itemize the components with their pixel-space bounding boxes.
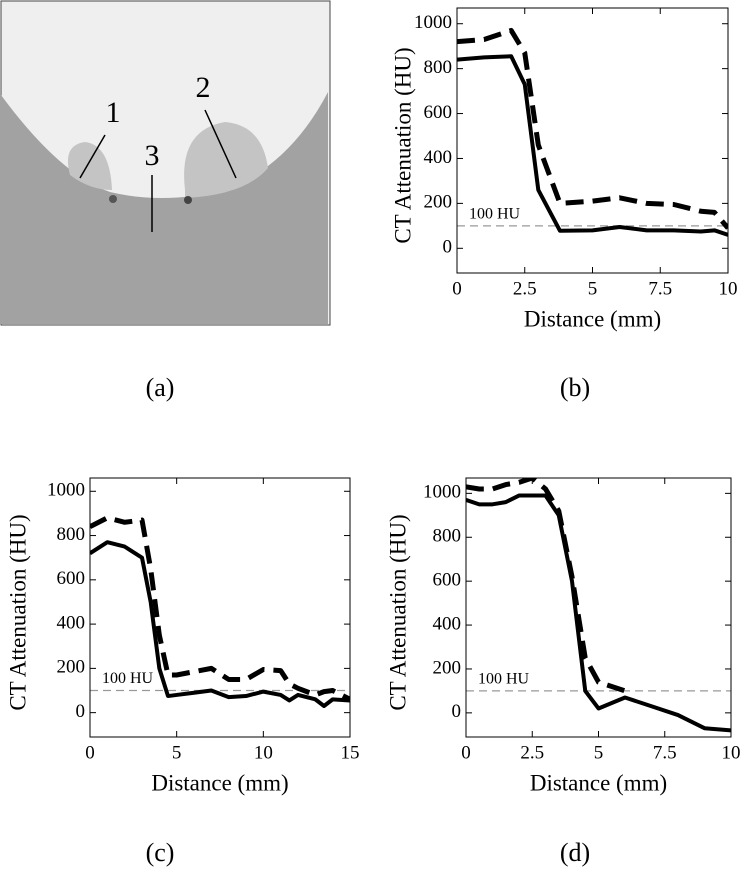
vessel-1 <box>67 142 112 190</box>
y-axis-label: CT Attenuation (HU) <box>385 514 410 710</box>
x-tick-label: 10 <box>254 742 273 763</box>
y-tick-label: 800 <box>424 57 453 78</box>
y-tick-label: 800 <box>57 524 86 545</box>
y-tick-label: 600 <box>424 102 453 123</box>
x-tick-label: 7.5 <box>653 742 677 763</box>
x-axis-label: Distance (mm) <box>530 770 667 795</box>
plot-frame <box>89 477 351 738</box>
reference-label: 100 HU <box>478 671 530 688</box>
x-tick-label: 10 <box>722 742 741 763</box>
pointer <box>79 134 106 179</box>
y-tick-label: 600 <box>57 568 86 589</box>
vessel-2 <box>184 122 268 198</box>
x-tick-label: 0 <box>85 742 95 763</box>
chart: 100 HU 0 200 400 600 800 1000 0 2.5 5 7.5 10 Distanc… <box>385 477 741 867</box>
y-tick-label: 1000 <box>47 480 85 501</box>
x-tick-label: 2.5 <box>520 742 544 763</box>
region-label: 2 <box>196 71 211 104</box>
ct-image: 1 2 3 (a) <box>0 0 331 402</box>
caption: (b) <box>560 373 590 402</box>
caption: (d) <box>560 838 590 867</box>
x-axis-label: Distance (mm) <box>524 306 661 331</box>
x-tick-label: 0 <box>452 278 462 299</box>
y-tick-label: 400 <box>433 613 462 634</box>
x-tick-label: 5 <box>588 278 598 299</box>
y-tick-label: 0 <box>452 701 462 722</box>
pointer <box>204 109 237 179</box>
caption: (a) <box>146 373 175 402</box>
x-axis-label: Distance (mm) <box>151 770 288 795</box>
y-tick-label: 1000 <box>414 12 452 33</box>
plot-frame <box>465 477 732 738</box>
x-tick-label: 0 <box>461 742 471 763</box>
y-axis-label: CT Attenuation (HU) <box>5 514 30 710</box>
y-tick-label: 600 <box>433 570 462 591</box>
y-tick-label: 200 <box>424 192 453 213</box>
dot <box>184 196 192 204</box>
x-tick-label: 5 <box>594 742 604 763</box>
chart: 100 HU 0 200 400 600 800 1000 0 2.5 5 7.5 10 Distanc… <box>390 7 738 402</box>
series-line <box>457 27 728 230</box>
x-tick-label: 5 <box>172 742 182 763</box>
reference-label: 100 HU <box>102 670 154 687</box>
y-axis-label: CT Attenuation (HU) <box>390 47 415 243</box>
region-label: 1 <box>106 96 121 129</box>
chart: 100 HU 0 200 400 600 800 1000 0 5 10 15 Distance (m… <box>5 477 360 867</box>
x-tick-label: 15 <box>341 742 360 763</box>
y-tick-label: 200 <box>57 657 86 678</box>
tissue <box>1 92 328 324</box>
y-tick-label: 400 <box>57 612 86 633</box>
y-tick-label: 1000 <box>423 482 461 503</box>
series-line <box>466 493 731 733</box>
y-tick-label: 800 <box>433 526 462 547</box>
series-line <box>457 54 728 237</box>
y-tick-label: 200 <box>433 657 462 678</box>
series-line <box>466 478 626 694</box>
x-tick-label: 10 <box>719 278 738 299</box>
x-tick-label: 7.5 <box>648 278 672 299</box>
dot <box>109 195 117 203</box>
plot-frame <box>456 7 729 274</box>
series-line <box>90 515 350 702</box>
region-label: 3 <box>145 139 160 172</box>
reference-label: 100 HU <box>469 206 521 223</box>
caption: (c) <box>146 838 175 867</box>
y-tick-label: 0 <box>76 701 86 722</box>
x-tick-label: 2.5 <box>513 278 537 299</box>
series-line <box>90 540 350 709</box>
y-tick-label: 400 <box>424 147 453 168</box>
y-tick-label: 0 <box>443 237 453 258</box>
